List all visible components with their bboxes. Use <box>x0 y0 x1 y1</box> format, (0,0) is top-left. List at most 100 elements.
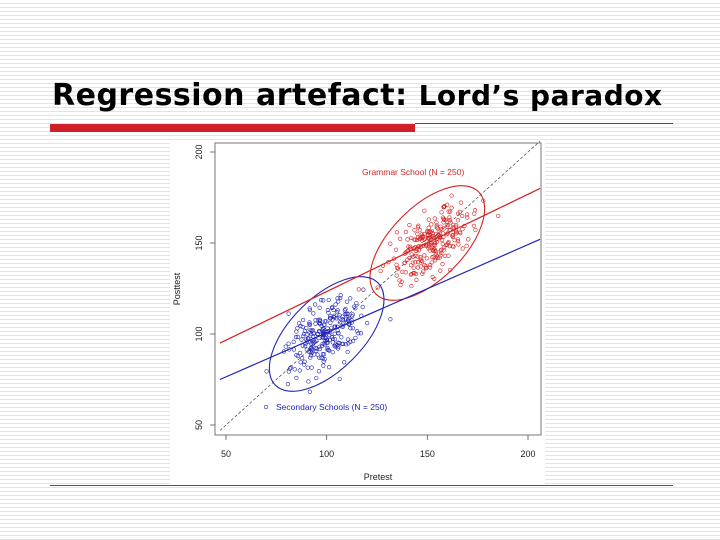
y-tick-label: 200 <box>194 144 204 159</box>
data-point <box>335 308 340 313</box>
data-point <box>361 287 366 292</box>
regression-lines <box>219 187 541 381</box>
data-point <box>434 220 439 225</box>
data-point <box>450 234 455 240</box>
data-point <box>496 213 501 218</box>
data-point <box>345 337 351 342</box>
data-point <box>395 266 401 271</box>
x-tick-label: 150 <box>420 449 435 459</box>
data-point <box>326 347 331 353</box>
data-point <box>448 220 453 225</box>
data-point <box>317 344 322 349</box>
data-point <box>305 365 310 370</box>
footer-rule <box>50 485 673 486</box>
data-point <box>332 337 338 342</box>
x-tick-label: 100 <box>319 449 334 459</box>
data-point <box>439 250 444 255</box>
data-point <box>344 299 350 304</box>
data-point <box>420 271 425 276</box>
data-point <box>301 317 306 323</box>
data-point <box>352 304 357 309</box>
series-1-points <box>264 287 393 394</box>
data-point <box>431 254 436 259</box>
data-point <box>313 345 318 351</box>
data-point <box>394 262 399 267</box>
data-point <box>464 243 469 248</box>
data-point <box>326 310 331 315</box>
data-point <box>449 193 454 198</box>
x-tick-label: 200 <box>520 449 535 459</box>
data-point <box>415 260 421 265</box>
data-point <box>433 249 439 254</box>
x-tick-label: 50 <box>221 449 231 459</box>
label-grammar-school: Grammar School (N = 250) <box>362 167 464 177</box>
data-point <box>375 285 380 290</box>
label-secondary-schools: Secondary Schools (N = 250) <box>276 402 387 412</box>
data-point <box>446 253 451 258</box>
data-point <box>394 265 400 270</box>
slide-title: Regression artefact: Lord’s paradox <box>52 78 663 113</box>
data-point <box>356 287 361 292</box>
data-point <box>343 317 349 322</box>
data-point <box>293 334 299 340</box>
data-point <box>333 342 338 347</box>
data-point <box>422 231 427 237</box>
data-point <box>428 242 433 247</box>
data-point <box>446 240 451 245</box>
data-point <box>329 325 334 330</box>
data-point <box>328 316 333 321</box>
data-point <box>438 253 443 258</box>
group-ellipses <box>268 185 486 392</box>
data-point <box>422 262 427 268</box>
data-point <box>336 331 341 336</box>
data-point <box>336 340 341 345</box>
data-point <box>311 340 316 346</box>
series-1-regression-line <box>219 238 541 381</box>
y-axis-label: Posttest <box>172 272 182 305</box>
data-point <box>345 311 350 316</box>
data-point <box>360 304 365 310</box>
data-point <box>455 237 460 242</box>
data-point <box>337 320 343 325</box>
data-point <box>314 348 319 353</box>
data-point <box>339 341 345 346</box>
data-point <box>424 256 430 261</box>
data-point <box>298 360 303 365</box>
data-point <box>340 314 345 319</box>
data-point <box>412 237 417 242</box>
data-point <box>358 331 364 336</box>
data-point <box>300 324 305 329</box>
data-point <box>434 223 439 228</box>
data-point <box>299 356 305 361</box>
data-point <box>314 375 319 381</box>
data-point <box>407 222 412 228</box>
data-point <box>432 276 437 282</box>
data-point <box>327 348 332 353</box>
data-point <box>348 296 353 301</box>
data-point <box>409 235 414 241</box>
data-point <box>435 226 440 231</box>
data-point <box>441 204 446 210</box>
data-point <box>409 283 414 289</box>
data-point <box>307 320 312 325</box>
data-point <box>464 212 470 217</box>
data-point <box>304 347 309 352</box>
data-point <box>330 350 335 355</box>
title-accent-bar <box>50 124 415 132</box>
data-point <box>397 278 402 283</box>
data-point <box>317 305 322 310</box>
data-point <box>315 352 320 357</box>
data-point <box>410 260 415 265</box>
data-point <box>427 229 432 234</box>
data-point <box>442 253 448 258</box>
data-point <box>348 339 353 344</box>
data-point <box>426 232 431 238</box>
data-point <box>433 258 438 263</box>
data-point <box>450 244 455 249</box>
data-point <box>429 222 434 227</box>
data-point <box>343 342 349 347</box>
title-subtitle: Lord’s paradox <box>418 79 663 112</box>
data-point <box>448 209 453 214</box>
data-point <box>343 307 348 312</box>
